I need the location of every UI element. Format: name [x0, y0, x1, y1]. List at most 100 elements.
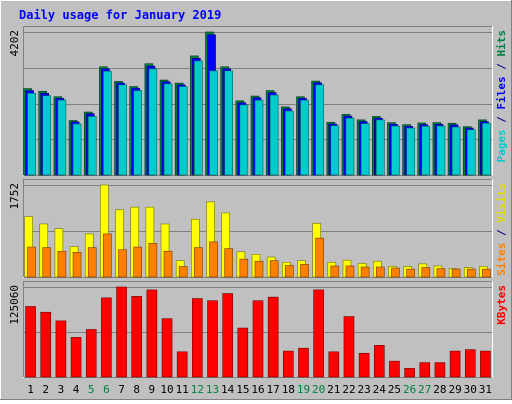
bar-kbytes-day-7 — [116, 286, 127, 378]
bar-pages-day-5 — [87, 116, 97, 176]
day-label-13: 13 — [206, 383, 219, 396]
day-label-21: 21 — [327, 383, 340, 396]
day-label-14: 14 — [221, 383, 235, 396]
legend-part: Files — [495, 76, 508, 109]
bar-sites-day-8 — [133, 246, 143, 278]
bar-pages-day-22 — [345, 117, 355, 176]
bar-kbytes-day-22 — [343, 316, 355, 378]
bar-pages-day-23 — [360, 123, 370, 176]
bar-sites-day-11 — [178, 266, 188, 278]
bar-kbytes-day-31 — [480, 350, 491, 378]
panel-visits-sites: 1752 Sites / Visits — [8, 179, 508, 278]
bar-kbytes-day-16 — [252, 300, 264, 378]
bar-sites-day-21 — [330, 265, 340, 278]
bar-kbytes-day-12 — [192, 298, 203, 378]
x-axis-day-labels: 1 2 3 4 5 6 7 8 9 10 11 12 13 14 15 16 17 18 19 20 21 22 23 24 2… — [27, 383, 492, 396]
day-label-16: 16 — [251, 383, 264, 396]
bar-pages-day-29 — [451, 126, 461, 176]
bar-kbytes-day-13 — [207, 300, 218, 378]
legend-part: / — [495, 57, 508, 77]
bar-pages-day-12 — [194, 60, 203, 176]
bar-pages-day-19 — [300, 99, 309, 176]
series-sites — [27, 233, 491, 278]
chart-title: Daily usage for January 2019 — [19, 8, 221, 22]
bar-sites-day-23 — [360, 266, 370, 278]
bar-pages-day-3 — [57, 99, 67, 176]
bar-pages-day-11 — [178, 86, 188, 176]
bar-kbytes-day-21 — [328, 351, 340, 378]
bar-pages-day-7 — [118, 84, 127, 176]
day-label-3: 3 — [58, 383, 65, 396]
bar-pages-day-17 — [269, 94, 279, 176]
bar-sites-day-28 — [436, 268, 446, 278]
bar-sites-day-12 — [194, 247, 203, 278]
bar-pages-day-15 — [239, 104, 249, 176]
bar-kbytes-day-17 — [267, 296, 279, 378]
legend-label: Pages / Files / Hits — [495, 30, 508, 163]
day-label-20: 20 — [312, 383, 325, 396]
bar-kbytes-day-23 — [358, 352, 370, 378]
bar-pages-day-13 — [209, 70, 218, 176]
legend-part: / — [495, 110, 508, 130]
bar-pages-day-16 — [254, 99, 264, 176]
day-label-7: 7 — [118, 383, 125, 396]
chart-panels: 4202 Pages / Files / Hits 1752 Sites / Visi… — [8, 26, 508, 378]
day-label-22: 22 — [342, 383, 355, 396]
day-label-15: 15 — [236, 383, 249, 396]
bar-sites-day-9 — [148, 243, 158, 278]
bar-kbytes-day-28 — [434, 362, 446, 378]
bar-kbytes-day-3 — [55, 320, 67, 378]
bar-sites-day-4 — [72, 252, 82, 278]
bar-kbytes-day-18 — [283, 350, 294, 378]
bar-sites-day-10 — [163, 250, 173, 278]
bar-sites-day-31 — [482, 268, 491, 278]
y-max-label: 4202 — [8, 30, 21, 57]
bar-sites-day-7 — [118, 249, 127, 278]
day-label-19: 19 — [297, 383, 310, 396]
day-label-29: 29 — [448, 383, 461, 396]
bar-sites-day-6 — [103, 233, 112, 278]
day-label-12: 12 — [191, 383, 204, 396]
bar-sites-day-15 — [239, 258, 249, 278]
bar-kbytes-day-30 — [464, 349, 476, 378]
bar-kbytes-day-20 — [313, 289, 324, 378]
bar-sites-day-20 — [315, 237, 324, 278]
y-max-label: 125060 — [8, 285, 21, 325]
bar-pages-day-20 — [315, 84, 324, 176]
bar-kbytes-day-26 — [404, 368, 415, 378]
bar-pages-day-9 — [148, 68, 158, 176]
bar-pages-day-31 — [482, 122, 491, 176]
day-label-6: 6 — [103, 383, 110, 396]
legend-label: KBytes — [495, 285, 508, 325]
panel-kbytes: 125060 KBytes — [8, 281, 508, 378]
series-pages — [27, 60, 491, 176]
day-label-10: 10 — [160, 383, 173, 396]
day-label-5: 5 — [88, 383, 95, 396]
bar-kbytes-day-15 — [237, 327, 249, 378]
bar-kbytes-day-29 — [449, 350, 461, 378]
bar-sites-day-26 — [406, 268, 415, 278]
bar-sites-day-19 — [300, 264, 309, 278]
bar-kbytes-day-24 — [373, 345, 385, 378]
bar-sites-day-13 — [209, 241, 218, 278]
day-label-23: 23 — [358, 383, 371, 396]
bar-kbytes-day-10 — [161, 318, 173, 378]
bar-pages-day-26 — [406, 127, 415, 176]
day-label-28: 28 — [433, 383, 446, 396]
bar-pages-day-6 — [103, 70, 112, 176]
bar-pages-day-1 — [27, 93, 36, 176]
bar-pages-day-30 — [466, 129, 476, 176]
bar-kbytes-day-2 — [40, 311, 52, 378]
legend-label: Sites / Visits — [495, 183, 508, 276]
bar-kbytes-day-14 — [222, 293, 233, 378]
bar-pages-day-25 — [391, 125, 400, 176]
day-label-31: 31 — [479, 383, 492, 396]
day-label-1: 1 — [27, 383, 34, 396]
bar-sites-day-17 — [269, 260, 279, 278]
bar-pages-day-4 — [72, 123, 82, 176]
bar-kbytes-day-1 — [25, 306, 36, 378]
day-label-4: 4 — [73, 383, 80, 396]
legend-part: / — [495, 223, 508, 243]
day-label-11: 11 — [176, 383, 189, 396]
